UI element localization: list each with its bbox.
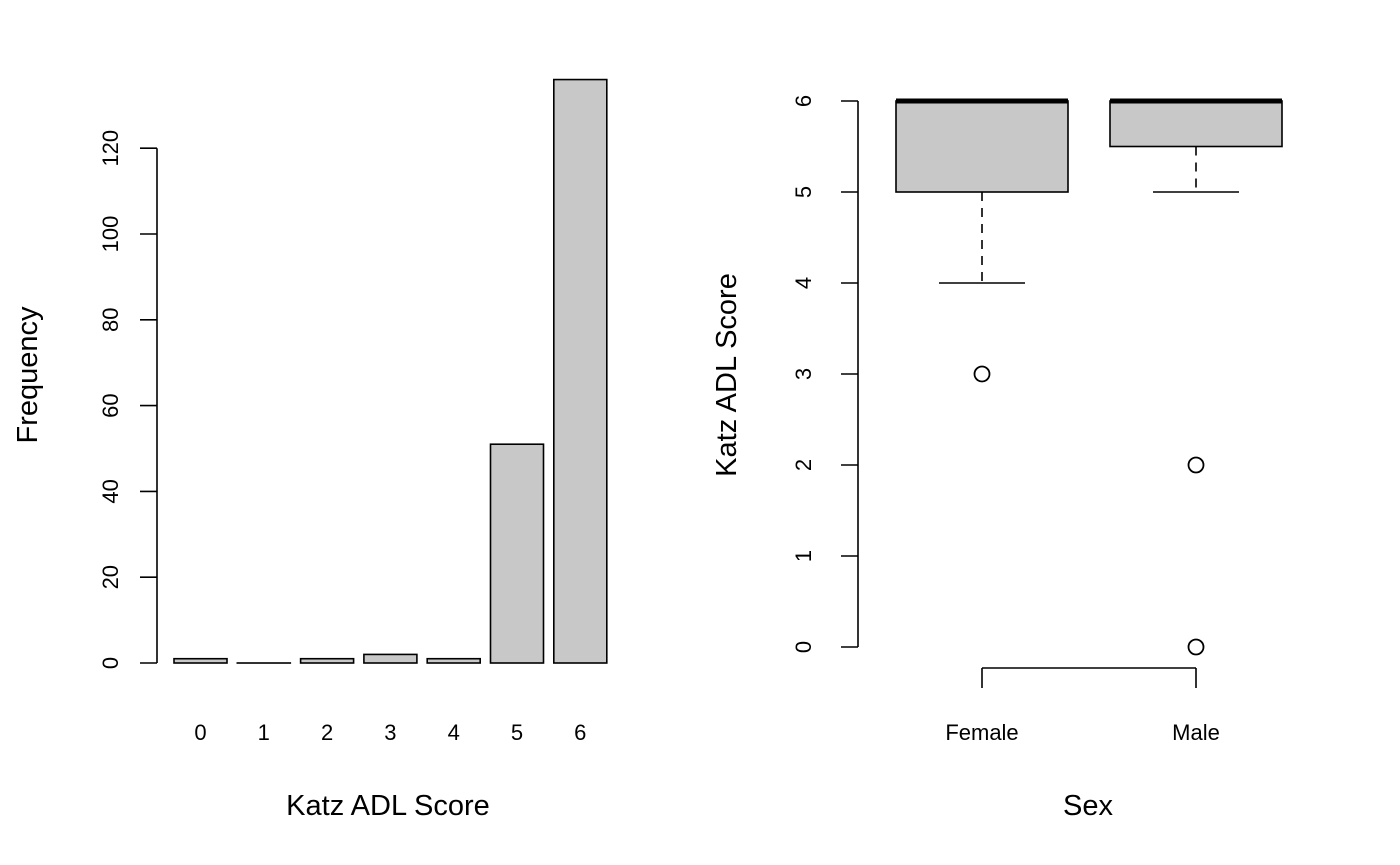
box-y-tick-label-0: 0 <box>791 641 816 653</box>
boxplot-panel: Female Male 0 1 2 3 4 5 6 Sex Katz ADL Score <box>711 95 1283 822</box>
bar-y-tick-label-80: 80 <box>98 308 123 332</box>
bar-x-tick-label-0: 0 <box>194 720 206 745</box>
box-x-axis-title: Sex <box>1063 790 1113 822</box>
bar-4 <box>426 657 482 664</box>
bar-3 <box>363 653 418 664</box>
box-y-tick-label-1: 1 <box>791 550 816 562</box>
box-y-tick-label-5: 5 <box>791 186 816 198</box>
bar-5 <box>489 443 545 664</box>
male-outlier-2 <box>1187 456 1205 474</box>
box-y-tick-label-4: 4 <box>791 277 816 289</box>
bar-0 <box>173 657 228 664</box>
bar-x-tick-label-6: 6 <box>574 720 586 745</box>
boxplot-plot: Female Male 0 1 2 3 4 5 6 <box>791 95 1283 745</box>
bar-2 <box>299 657 355 664</box>
box-y-tick-label-6: 6 <box>791 95 816 107</box>
bar-y-tick-label-100: 100 <box>98 216 123 253</box>
female-box <box>895 100 1069 193</box>
bar-x-tick-label-4: 4 <box>448 720 460 745</box>
bar-y-axis-title: Frequency <box>12 306 44 444</box>
bar-y-tick-label-60: 60 <box>98 393 123 417</box>
box-y-tick-label-2: 2 <box>791 459 816 471</box>
bar-6 <box>552 78 608 664</box>
bar-x-axis-title: Katz ADL Score <box>286 790 490 822</box>
female-x-tick-label: Female <box>945 720 1018 745</box>
bar-x-tick-label-2: 2 <box>321 720 333 745</box>
box-y-axis-title: Katz ADL Score <box>711 273 743 477</box>
bar-y-tick-label-40: 40 <box>98 479 123 503</box>
bar-x-tick-label-3: 3 <box>384 720 396 745</box>
male-x-tick-label: Male <box>1172 720 1220 745</box>
male-outlier-0 <box>1187 638 1205 656</box>
box-y-tick-label-3: 3 <box>791 368 816 380</box>
bar-y-tick-label-0: 0 <box>98 657 123 669</box>
bar-y-tick-label-20: 20 <box>98 565 123 589</box>
bar-x-tick-label-5: 5 <box>511 720 523 745</box>
bar-x-tick-label-1: 1 <box>258 720 270 745</box>
bar-y-tick-label-120: 120 <box>98 130 123 167</box>
female-outlier-3 <box>973 365 991 383</box>
male-box <box>1109 100 1283 148</box>
